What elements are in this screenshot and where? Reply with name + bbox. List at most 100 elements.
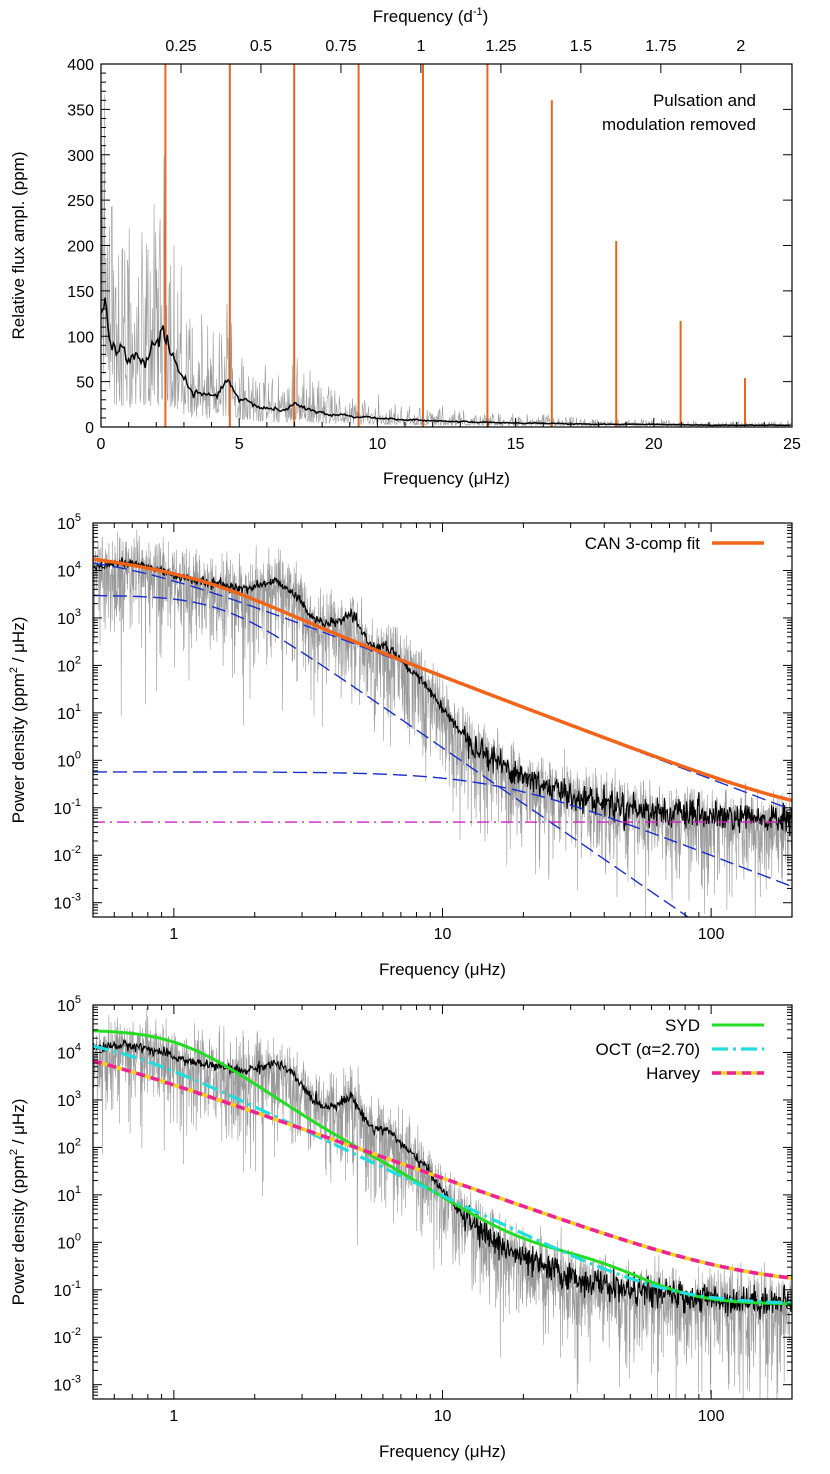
y-tick-exp: -1: [71, 797, 81, 809]
y-tick-base: 10: [57, 1045, 75, 1062]
x-tick-label-0: 0: [97, 436, 106, 453]
x-tick-label-10: 10: [434, 926, 452, 943]
oct-curve: [93, 1044, 792, 1305]
y-tick-base: 10: [53, 896, 71, 913]
y-tick-base: 10: [57, 998, 75, 1015]
raw-spectrum-line: [93, 1007, 792, 1399]
x-tick-label-15: 15: [507, 436, 525, 453]
x-tick-label-100: 100: [698, 1408, 725, 1425]
y-tick-base: 10: [53, 848, 71, 865]
y-tick-exp: -2: [71, 844, 81, 856]
top-tick-label-7: 1.75: [645, 38, 676, 55]
y-tick-label: 10-1: [53, 797, 81, 818]
raw-spectrum-bottom: [93, 1007, 792, 1399]
y-tick-label-200: 200: [67, 239, 94, 256]
y-tick-label: 10-3: [53, 892, 81, 913]
harvey-component-3: [93, 771, 792, 888]
y-tick-label: 105: [57, 994, 81, 1015]
y-axis-label-text: Power density (ppm: [9, 673, 28, 823]
top-axis-label-text: Frequency (d: [373, 7, 473, 26]
x-tick-label-5: 5: [235, 436, 244, 453]
y-tick-label: 104: [57, 559, 81, 580]
x-axis-label-middle: Frequency (μHz): [379, 960, 506, 979]
annotation-line-2: modulation removed: [602, 115, 756, 134]
y-tick-exp: 1: [75, 1184, 81, 1196]
legend-bottom: SYD OCT (α=2.70) Harvey: [596, 1016, 764, 1083]
top-tick-label-2: 0.5: [250, 38, 272, 55]
smoothed-spectrum-bottom: [93, 1039, 792, 1320]
can-fit-curve: [93, 557, 792, 803]
raw-spectrum-line: [101, 94, 792, 427]
y-tick-label: 10-3: [53, 1374, 81, 1395]
y-tick-exp: 0: [75, 1231, 81, 1243]
model-curves-middle: [93, 557, 792, 917]
y-tick-label: 103: [57, 607, 81, 628]
y-tick-exp: 3: [75, 607, 81, 619]
top-tick-label-8: 2: [736, 38, 745, 55]
y-tick-exp: 3: [75, 1089, 81, 1101]
y-tick-base: 10: [57, 1093, 75, 1110]
y-tick-exp: 0: [75, 749, 81, 761]
y-tick-exp: 4: [75, 559, 81, 571]
y-tick-label: 10-2: [53, 844, 81, 865]
x-tick-label-10: 10: [434, 1408, 452, 1425]
legend-oct-text: OCT (: [596, 1040, 642, 1059]
y-tick-label-0: 0: [85, 420, 94, 437]
y-tick-base: 10: [53, 1378, 71, 1395]
harvey-curve: [93, 1059, 792, 1280]
y-tick-base: 10: [57, 1140, 75, 1157]
y-axis-label-tail: / μHz): [9, 617, 28, 667]
y-tick-label-100: 100: [67, 329, 94, 346]
x-tick-label-25: 25: [783, 436, 801, 453]
model-curves-bottom: [93, 1029, 792, 1306]
x-axis-label-bottom: Frequency (μHz): [379, 1442, 506, 1461]
y-axis-label-bottom: Power density (ppm2 / μHz): [8, 1099, 28, 1306]
raw-spectrum-top: [101, 94, 792, 427]
y-tick-label: 10-2: [53, 1326, 81, 1347]
raw-spectrum-middle: [93, 529, 792, 917]
x-tick-label-10: 10: [369, 436, 387, 453]
y-tick-label: 105: [57, 512, 81, 533]
y-tick-label: 101: [57, 1184, 81, 1205]
y-axis-label-middle: Power density (ppm2 / μHz): [8, 617, 28, 824]
y-tick-label-150: 150: [67, 284, 94, 301]
top-tick-label-6: 1.5: [570, 38, 592, 55]
y-tick-label-250: 250: [67, 193, 94, 210]
smoothed-spectrum-line: [101, 297, 791, 427]
legend-label-syd: SYD: [665, 1016, 700, 1035]
y-tick-exp: -3: [71, 1374, 81, 1386]
y-tick-base: 10: [57, 1235, 75, 1252]
y-tick-label-350: 350: [67, 102, 94, 119]
y-tick-exp: -3: [71, 892, 81, 904]
y-tick-label-300: 300: [67, 148, 94, 165]
y-tick-base: 10: [57, 611, 75, 628]
y-tick-label: 10-1: [53, 1279, 81, 1300]
y-axis-label-text: Power density (ppm: [9, 1155, 28, 1305]
y-tick-exp: 1: [75, 702, 81, 714]
y-axis-label-sup: 2: [8, 667, 20, 673]
y-tick-exp: 5: [75, 994, 81, 1006]
legend-middle: CAN 3-comp fit: [585, 534, 764, 553]
removed-peaks: [164, 64, 747, 427]
raw-spectrum-line: [93, 529, 792, 917]
y-tick-base: 10: [53, 1283, 71, 1300]
y-tick-label: 104: [57, 1041, 81, 1062]
y-tick-label: 100: [57, 1231, 81, 1252]
y-tick-exp: -1: [71, 1279, 81, 1291]
top-axis-label-tail: ): [483, 7, 489, 26]
smoothed-spectrum-line: [93, 1039, 792, 1320]
y-tick-label: 102: [57, 654, 81, 675]
x-tick-label-100: 100: [698, 926, 725, 943]
top-axis-label-sup: -1: [473, 6, 483, 18]
top-tick-label-3: 0.75: [325, 38, 356, 55]
y-tick-base: 10: [57, 658, 75, 675]
y-tick-exp: 2: [75, 1136, 81, 1148]
y-tick-label: 100: [57, 749, 81, 770]
top-tick-label-4: 1: [416, 38, 425, 55]
y-tick-label: 101: [57, 702, 81, 723]
y-axis-label-top: Relative flux ampl. (ppm): [9, 151, 28, 339]
